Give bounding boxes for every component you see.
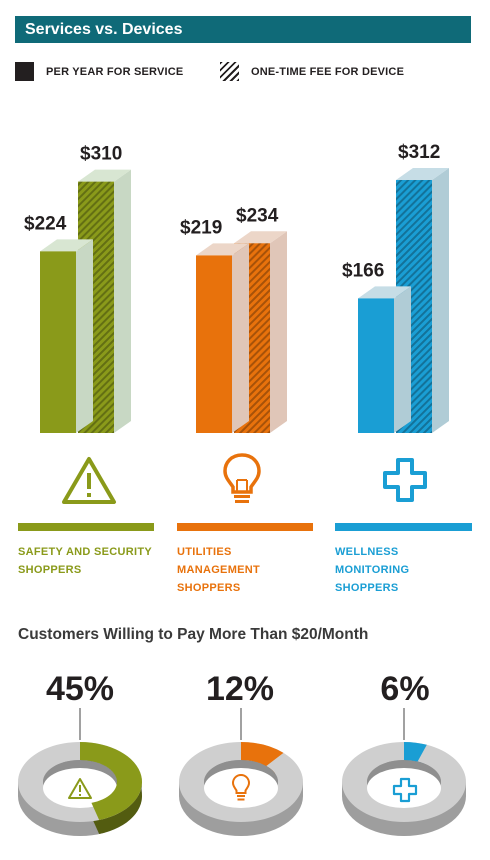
category-label-line: MONITORING bbox=[335, 564, 410, 576]
bar-device-wellness-value-label: $312 bbox=[398, 142, 440, 163]
warning-icon bbox=[62, 457, 116, 504]
category-label-line: MANAGEMENT bbox=[177, 564, 261, 576]
donut-segment-wellness bbox=[404, 742, 427, 762]
donut-segment-safety bbox=[80, 742, 142, 821]
bar-service-utilities bbox=[196, 243, 249, 433]
plus-icon bbox=[392, 777, 418, 803]
percent-label-wellness: 6% bbox=[380, 670, 430, 708]
legend-swatch-solid bbox=[15, 62, 34, 81]
category-bar-wellness bbox=[335, 523, 472, 531]
plus-icon bbox=[383, 458, 427, 502]
category-label-safety: SAFETY AND SECURITY SHOPPERS bbox=[18, 543, 168, 579]
category-label-line: UTILITIES bbox=[177, 546, 232, 558]
legend-item-service: PER YEAR FOR SERVICE bbox=[15, 62, 183, 81]
category-label-line: SAFETY AND SECURITY bbox=[18, 546, 153, 558]
bar-service-safety bbox=[40, 239, 93, 433]
bar-device-safety bbox=[78, 169, 131, 433]
legend-swatch-hatched bbox=[220, 62, 239, 81]
category-label-line: SHOPPERS bbox=[177, 582, 241, 594]
bar-service-safety-value-label: $224 bbox=[24, 213, 67, 234]
bar-service-wellness bbox=[358, 286, 411, 433]
bar-service-wellness-value-label: $166 bbox=[342, 260, 384, 281]
category-label-wellness: WELLNESS MONITORING SHOPPERS bbox=[335, 543, 485, 597]
category-label-line: WELLNESS bbox=[335, 546, 399, 558]
bar-device-utilities-value-label: $234 bbox=[236, 205, 279, 226]
bar-service-utilities-value-label: $219 bbox=[180, 217, 222, 238]
category-label-line: SHOPPERS bbox=[18, 564, 82, 576]
bar-device-utilities bbox=[234, 231, 287, 433]
category-label-utilities: UTILITIES MANAGEMENT SHOPPERS bbox=[177, 543, 327, 597]
donut-segment-utilities bbox=[241, 742, 284, 766]
legend-label-service: PER YEAR FOR SERVICE bbox=[46, 65, 184, 78]
donut-wellness bbox=[341, 742, 466, 836]
category-label-line: SHOPPERS bbox=[335, 582, 399, 594]
legend-item-device: ONE-TIME FEE FOR DEVICE bbox=[220, 62, 404, 81]
category-bar-safety bbox=[18, 523, 154, 531]
category-bar-utilities bbox=[177, 523, 313, 531]
donut-section-title: Customers Willing to Pay More Than $20/M… bbox=[18, 626, 369, 643]
bar-device-safety-value-label: $310 bbox=[80, 144, 122, 165]
donut-utilities bbox=[178, 742, 303, 836]
legend: PER YEAR FOR SERVICE ONE-TIME FEE FOR DE… bbox=[15, 62, 480, 84]
lightbulb-icon bbox=[231, 773, 251, 801]
lightbulb-icon bbox=[223, 453, 261, 503]
bar-chart: $310 $224 $234 $219 $312 $166 bbox=[24, 142, 449, 433]
warning-icon bbox=[68, 778, 92, 799]
percent-label-safety: 45% bbox=[45, 670, 115, 708]
chart-title: Services vs. Devices bbox=[15, 16, 471, 43]
percent-label-utilities: 12% bbox=[205, 670, 275, 708]
legend-label-device: ONE-TIME FEE FOR DEVICE bbox=[251, 65, 405, 78]
